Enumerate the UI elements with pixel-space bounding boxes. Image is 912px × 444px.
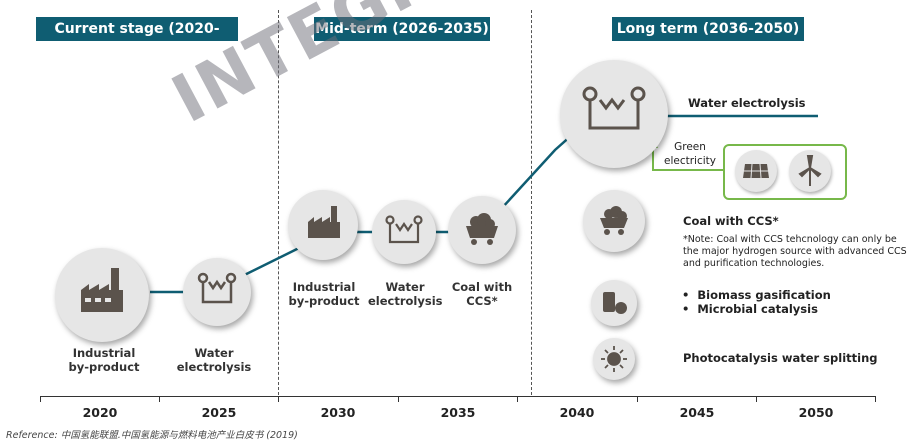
wind-turbine-circle	[789, 150, 831, 192]
wind-turbine-icon	[798, 155, 822, 186]
green-electricity-box	[723, 144, 847, 200]
electrolysis-icon	[197, 272, 237, 304]
axis-tick	[756, 396, 757, 402]
year-2035: 2035	[440, 405, 476, 420]
microbial-text: Microbial catalysis	[697, 302, 818, 316]
label-water-electrolysis-top: Water electrolysis	[688, 96, 806, 110]
year-2050: 2050	[798, 405, 834, 420]
solar-panel-circle	[735, 150, 777, 192]
axis-tick	[278, 396, 279, 402]
coal-circle-2035	[448, 196, 516, 264]
coal-ccs-note: *Note: Coal with CCS tehcnology can only…	[683, 234, 907, 269]
coal-cart-icon	[466, 213, 498, 245]
axis-tick	[40, 396, 41, 402]
year-2045: 2045	[679, 405, 715, 420]
label-coal-ccs: Coal with CCS*	[683, 214, 779, 228]
label-green-electricity: Green electricity	[664, 141, 716, 167]
stage-mid-term: Mid-term (2026-2035)	[314, 17, 490, 41]
stage-current: Current stage (2020-2025)	[36, 17, 238, 61]
axis-tick	[637, 396, 638, 402]
axis-tick	[159, 396, 160, 402]
axis-tick	[875, 396, 876, 402]
coal-cart-icon	[600, 206, 628, 235]
label-photocatalysis: Photocatalysis water splitting	[683, 351, 878, 365]
year-2030: 2030	[320, 405, 356, 420]
sun-icon	[601, 346, 627, 372]
biomass-circle	[591, 280, 637, 326]
stage-long-term: Long term (2036-2050)	[612, 17, 804, 41]
axis-tick	[517, 396, 518, 402]
year-2025: 2025	[201, 405, 237, 420]
solar-panel-icon	[743, 163, 769, 179]
coal-circle-right	[583, 190, 645, 252]
biomass-icon	[603, 292, 627, 314]
water-circle-2025	[183, 258, 251, 326]
photocatalysis-circle	[593, 338, 635, 380]
label-microbial: • Microbial catalysis	[682, 302, 818, 316]
industrial-circle-2020	[55, 248, 149, 342]
electrolysis-icon	[582, 86, 646, 130]
label-water-2025: Water electrolysis	[176, 346, 252, 374]
water-circle-2030	[372, 200, 436, 264]
divider-long	[531, 10, 532, 395]
biomass-text: Biomass gasification	[697, 288, 831, 302]
industrial-circle-2030	[288, 190, 358, 260]
label-industrial-2030: Industrial by-product	[288, 280, 360, 308]
year-2040: 2040	[559, 405, 595, 420]
timeline-axis	[40, 396, 876, 397]
water-circle-2040	[560, 60, 668, 168]
factory-icon	[308, 206, 340, 238]
label-industrial-2020: Industrial by-product	[68, 346, 140, 374]
label-coal-2035: Coal with CCS*	[451, 280, 513, 308]
label-water-2030: Water electrolysis	[368, 280, 443, 308]
electrolysis-icon	[385, 215, 423, 244]
year-2020: 2020	[82, 405, 118, 420]
label-biomass: • Biomass gasification	[682, 288, 831, 302]
divider-mid	[278, 10, 279, 395]
axis-tick	[398, 396, 399, 402]
reference-text: Reference: 中国氢能联盟.中国氢能源与燃料电池产业白皮书 (2019)	[6, 430, 298, 441]
factory-icon	[81, 268, 123, 312]
